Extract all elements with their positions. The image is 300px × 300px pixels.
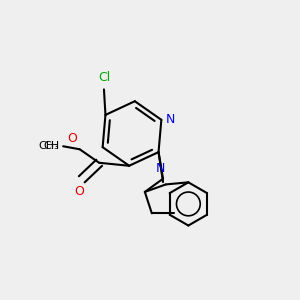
Text: CH: CH	[44, 141, 60, 151]
Text: O: O	[67, 132, 77, 145]
Text: CH₃: CH₃	[39, 141, 60, 151]
Text: O: O	[74, 185, 84, 198]
Text: Cl: Cl	[98, 71, 110, 84]
Text: N: N	[166, 113, 175, 126]
Text: N: N	[156, 162, 165, 175]
